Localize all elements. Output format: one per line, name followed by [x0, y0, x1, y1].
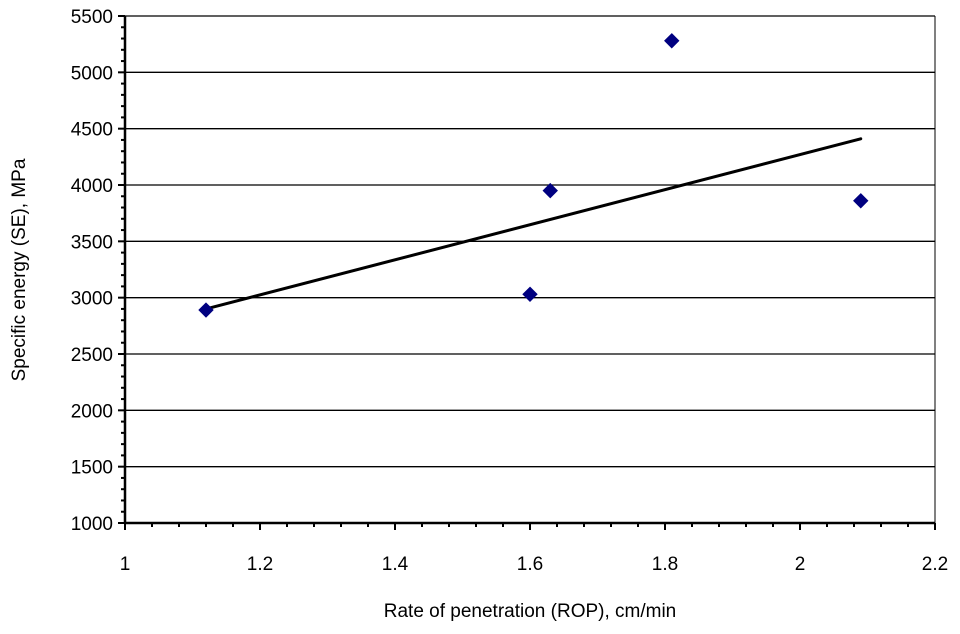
- y-tick-label: 1500: [71, 458, 113, 479]
- trendline: [204, 137, 863, 311]
- x-tick-label: 1.6: [517, 554, 543, 575]
- y-tick-label: 3500: [71, 232, 113, 253]
- x-tick-label: 1.4: [382, 554, 409, 575]
- data-point-diamond: [853, 193, 869, 209]
- y-tick-label: 5000: [71, 63, 113, 84]
- x-tick-label: 2.2: [922, 554, 948, 575]
- data-point-diamond: [664, 33, 680, 49]
- data-point-diamond: [542, 182, 558, 199]
- y-tick-label: 4500: [71, 120, 113, 141]
- y-tick-label: 3000: [71, 289, 113, 310]
- trendline-group: [204, 137, 863, 311]
- x-axis-ticks: 1 1.2 1.4 1.6 1.8 2 2.2: [120, 523, 948, 575]
- x-tick-label: 1.2: [247, 554, 273, 575]
- y-axis-title: Specific energy (SE), MPa: [9, 158, 30, 381]
- y-tick-label: 5500: [71, 7, 113, 28]
- axes: [123, 16, 936, 525]
- data-point-diamond: [522, 286, 538, 302]
- x-axis-title: Rate of penetration (ROP), cm/min: [384, 601, 677, 622]
- y-tick-label: 4000: [71, 176, 113, 197]
- x-tick-label: 2: [795, 554, 806, 575]
- x-tick-label: 1.8: [652, 554, 678, 575]
- y-tick-label: 2000: [71, 401, 113, 422]
- gridlines: [125, 15, 935, 468]
- x-tick-label: 1: [120, 554, 131, 575]
- data-points: [198, 33, 869, 318]
- y-axis-ticks: 1000 1500 2000 2500 3000 3500 4000 4500 5000 5500: [71, 7, 125, 535]
- y-tick-label: 2500: [71, 345, 113, 366]
- y-tick-label: 1000: [71, 514, 113, 535]
- data-point-diamond: [198, 302, 214, 318]
